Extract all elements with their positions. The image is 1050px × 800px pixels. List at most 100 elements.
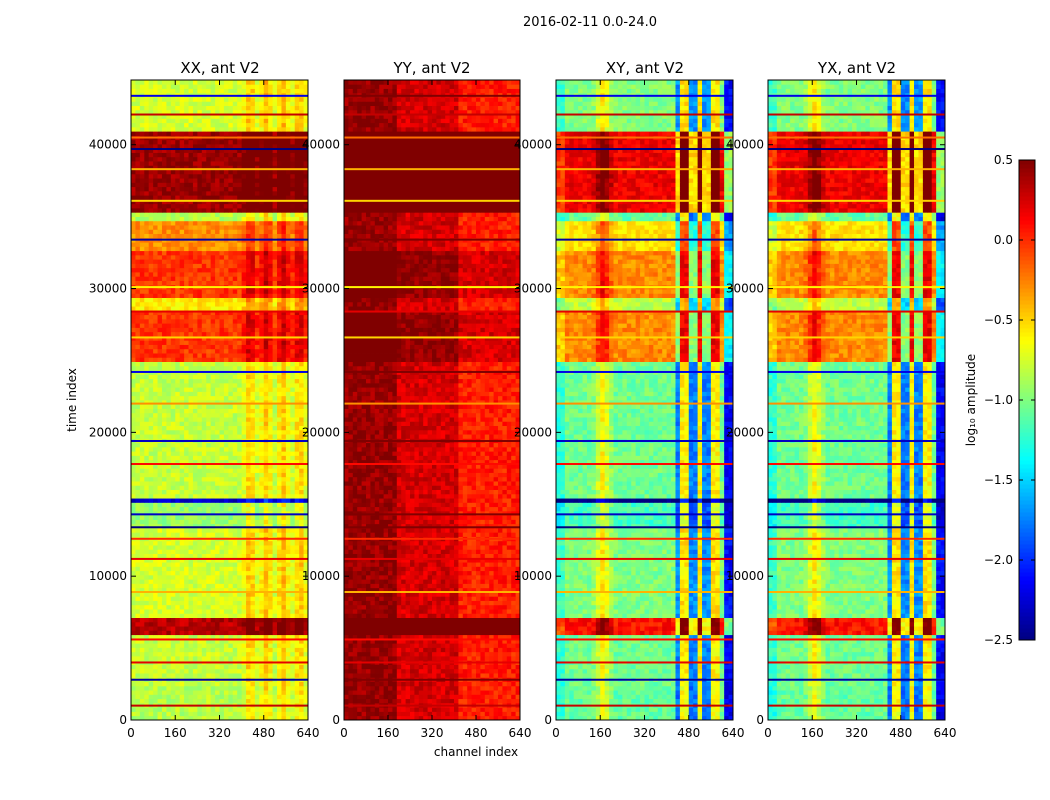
heatmap-cell	[215, 195, 220, 200]
heatmap-cell	[277, 715, 282, 721]
heatmap-cell	[153, 617, 158, 623]
heatmap-cell	[206, 391, 212, 397]
heatmap-cell	[192, 451, 198, 456]
heatmap-cell	[294, 664, 300, 670]
heatmap-cell	[281, 532, 287, 537]
heatmap-cell	[148, 451, 154, 456]
heatmap-cell	[215, 421, 220, 426]
heatmap-cell	[161, 272, 167, 277]
heatmap-cell	[290, 289, 296, 294]
heatmap-cell	[303, 634, 309, 640]
heatmap-cell	[192, 604, 198, 610]
heatmap-cell	[135, 216, 141, 222]
heatmap-cell	[131, 225, 136, 230]
heatmap-cell	[166, 468, 172, 473]
heatmap-cell	[272, 267, 278, 273]
heatmap-cell	[303, 280, 309, 286]
heatmap-cell	[215, 203, 220, 209]
heatmap-cell	[170, 638, 176, 644]
heatmap-cell	[268, 498, 273, 503]
heatmap-cell	[259, 208, 265, 213]
heatmap-cell	[197, 562, 203, 567]
heatmap-cell	[197, 391, 203, 397]
heatmap-cell	[263, 391, 269, 397]
heatmap-cell	[184, 280, 189, 286]
heatmap-cell	[268, 408, 273, 414]
heatmap-cell	[139, 314, 145, 320]
heatmap-cell	[281, 297, 287, 303]
heatmap-cell	[139, 272, 145, 277]
heatmap-cell	[131, 417, 136, 422]
heatmap-cell	[246, 242, 251, 247]
heatmap-cell	[153, 429, 158, 435]
heatmap-cell	[192, 208, 198, 213]
heatmap-cell	[272, 711, 278, 717]
heatmap-cell	[254, 502, 260, 508]
heatmap-cell	[223, 673, 229, 678]
heatmap-cell	[232, 421, 238, 426]
heatmap-cell	[188, 412, 194, 418]
heatmap-cell	[250, 421, 256, 426]
heatmap-cell	[219, 638, 225, 644]
heatmap-cell	[139, 301, 145, 307]
heatmap-cell	[254, 673, 260, 678]
heatmap-cell	[285, 382, 291, 388]
heatmap-cell	[259, 331, 265, 337]
heatmap-cell	[197, 464, 203, 469]
heatmap-cell	[153, 408, 158, 414]
heatmap-cell	[254, 344, 260, 350]
heatmap-cell	[153, 254, 158, 260]
heatmap-cell	[157, 579, 163, 584]
heatmap-cell	[223, 353, 229, 358]
heatmap-cell	[206, 233, 212, 239]
heatmap-cell	[206, 626, 212, 631]
heatmap-cell	[254, 297, 260, 303]
heatmap-cell	[175, 604, 181, 610]
heatmap-cell	[139, 485, 145, 490]
heatmap-cell	[157, 562, 163, 567]
heatmap-cell	[179, 331, 185, 337]
heatmap-cell	[228, 203, 234, 209]
heatmap-cell	[228, 348, 234, 354]
heatmap-cell	[197, 301, 203, 307]
heatmap-cell	[192, 472, 198, 478]
heatmap-cell	[206, 327, 212, 333]
heatmap-cell	[175, 656, 181, 661]
heatmap-cell	[232, 613, 238, 618]
heatmap-cell	[201, 246, 207, 252]
heatmap-cell	[206, 583, 212, 589]
heatmap-cell	[237, 442, 243, 448]
heatmap-cell	[170, 340, 176, 345]
heatmap-cell	[192, 263, 198, 269]
heatmap-cell	[135, 493, 141, 499]
heatmap-cell	[228, 626, 234, 631]
heatmap-cell	[246, 348, 251, 354]
heatmap-cell	[148, 434, 154, 439]
heatmap-cell	[210, 425, 216, 431]
heatmap-cell	[268, 276, 273, 281]
heatmap-cell	[277, 442, 282, 448]
heatmap-cell	[144, 668, 150, 674]
heatmap-cell	[170, 557, 176, 563]
heatmap-cell	[161, 459, 167, 465]
heatmap-cell	[144, 604, 150, 610]
heatmap-cell	[170, 647, 176, 653]
heatmap-cell	[263, 626, 269, 631]
heatmap-cell	[223, 306, 229, 311]
heatmap-cell	[131, 327, 136, 333]
heatmap-cell	[277, 306, 282, 311]
heatmap-cell	[299, 216, 304, 222]
heatmap-cell	[228, 421, 234, 426]
heatmap-cell	[197, 267, 203, 273]
heatmap-cell	[219, 540, 225, 546]
heatmap-cell	[299, 626, 304, 631]
heatmap-cell	[206, 562, 212, 567]
heatmap-cell	[219, 404, 225, 409]
heatmap-cell	[135, 429, 141, 435]
heatmap-cell	[303, 353, 309, 358]
heatmap-cell	[188, 528, 194, 533]
heatmap-cell	[161, 523, 167, 529]
heatmap-cell	[201, 220, 207, 226]
heatmap-cell	[210, 374, 216, 380]
heatmap-cell	[215, 293, 220, 298]
